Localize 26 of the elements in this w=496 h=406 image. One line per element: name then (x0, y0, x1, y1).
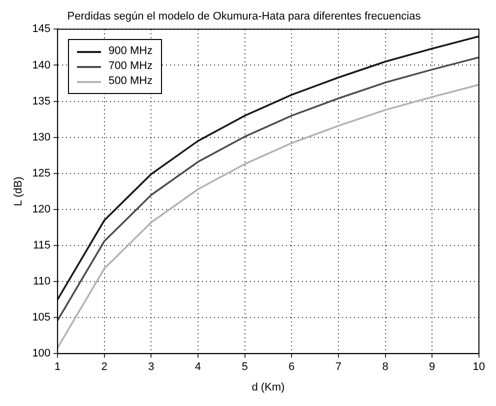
legend-label: 500 MHz (108, 74, 153, 90)
x-tick-label: 7 (335, 361, 342, 374)
y-tick-label: 110 (33, 276, 51, 288)
y-tick-label: 100 (32, 348, 51, 360)
chart-title: Perdidas según el modelo de Okumura-Hata para diferentes frecuencias (67, 10, 422, 23)
x-tick-label: 8 (382, 361, 388, 374)
x-tick-label: 4 (194, 361, 202, 374)
x-tick-label: 1 (54, 361, 61, 374)
x-tick-label: 3 (148, 361, 154, 374)
legend-label: 700 MHz (108, 59, 153, 74)
y-tick-label: 145 (32, 23, 51, 36)
x-tick-label: 6 (288, 361, 295, 374)
y-tick-label: 140 (32, 59, 51, 72)
x-tick-label: 9 (429, 361, 436, 374)
x-tick-label: 2 (101, 361, 108, 374)
y-tick-label: 135 (32, 95, 51, 108)
y-tick-label: 115 (33, 240, 51, 252)
y-tick-label: 120 (32, 203, 51, 216)
y-axis-title: L (dB) (12, 176, 25, 206)
x-axis-title: d (Km) (252, 381, 285, 394)
y-tick-label: 130 (32, 131, 51, 144)
y-tick-label: 105 (32, 312, 51, 324)
legend-label: 900 MHz (108, 44, 153, 60)
x-tick-label: 5 (242, 361, 248, 374)
x-tick-label: 10 (472, 361, 486, 374)
y-tick-label: 125 (32, 167, 51, 180)
